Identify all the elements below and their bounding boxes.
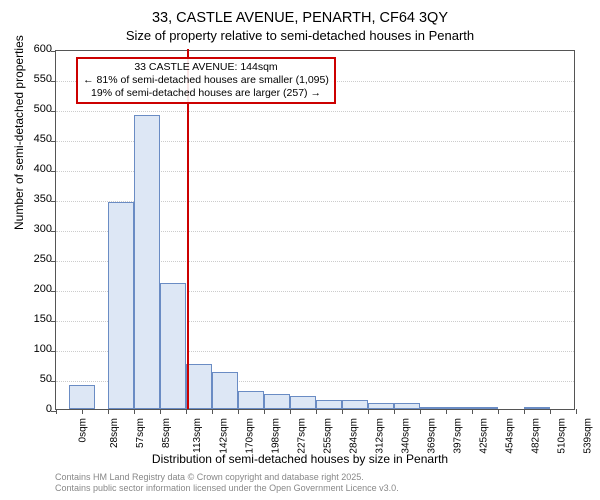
x-tick-mark [576,409,577,414]
histogram-bar [212,372,238,409]
footer-credits: Contains HM Land Registry data © Crown c… [55,472,399,494]
annotation-line3: 19% of semi-detached houses are larger (… [82,87,330,100]
histogram-bar [420,407,446,409]
plot-area: 33 CASTLE AVENUE: 144sqm← 81% of semi-de… [55,50,575,410]
x-tick-mark [238,409,239,414]
x-tick-label: 28sqm [109,418,120,448]
histogram-bar [290,396,317,409]
annotation-line2: ← 81% of semi-detached houses are smalle… [82,74,330,87]
x-tick-mark [82,409,83,414]
y-tick-label: 400 [34,163,52,175]
histogram-bar [160,283,187,409]
y-axis-label: Number of semi-detached properties [12,35,26,230]
x-tick-label: 255sqm [323,418,334,454]
histogram-bar [238,391,265,409]
x-tick-mark [290,409,291,414]
x-tick-mark [186,409,187,414]
x-tick-label: 369sqm [427,418,438,454]
chart-subtitle: Size of property relative to semi-detach… [0,28,600,43]
histogram-bar [524,407,551,409]
histogram-bar [264,394,290,409]
x-tick-mark [212,409,213,414]
x-tick-mark [524,409,525,414]
x-tick-mark [56,409,57,414]
x-tick-label: 85sqm [161,418,172,448]
x-tick-label: 539sqm [583,418,594,454]
grid-line [56,111,574,112]
x-tick-label: 312sqm [375,418,386,454]
x-tick-label: 57sqm [135,418,146,448]
x-tick-label: 142sqm [219,418,230,454]
x-tick-label: 113sqm [192,418,203,453]
x-tick-label: 170sqm [245,418,256,454]
x-tick-mark [368,409,369,414]
chart-title: 33, CASTLE AVENUE, PENARTH, CF64 3QY [0,10,600,26]
x-tick-label: 482sqm [531,418,542,454]
footer-line2: Contains public sector information licen… [55,483,399,494]
histogram-bar [446,407,473,409]
histogram-bar [316,400,342,409]
y-tick-label: 250 [34,253,52,265]
y-tick-label: 100 [34,343,52,355]
y-tick-label: 550 [34,73,52,85]
y-tick-label: 300 [34,223,52,235]
x-tick-label: 397sqm [453,418,464,454]
y-tick-label: 500 [34,103,52,115]
x-tick-label: 510sqm [557,418,568,454]
y-tick-label: 50 [40,373,52,385]
histogram-bar [342,400,368,409]
histogram-bar [368,403,395,409]
y-tick-label: 150 [34,313,52,325]
histogram-bar [394,403,420,409]
histogram-bar [69,385,95,409]
x-tick-mark [160,409,161,414]
histogram-bar [108,202,134,409]
x-tick-mark [342,409,343,414]
x-tick-mark [446,409,447,414]
x-tick-label: 425sqm [479,418,490,454]
x-tick-label: 0sqm [77,418,88,442]
y-tick-label: 350 [34,193,52,205]
x-tick-mark [550,409,551,414]
annotation-line1: 33 CASTLE AVENUE: 144sqm [82,61,330,74]
x-axis-label: Distribution of semi-detached houses by … [0,452,600,466]
footer-line1: Contains HM Land Registry data © Crown c… [55,472,399,483]
histogram-bar [472,407,498,409]
x-tick-label: 454sqm [505,418,516,454]
x-tick-mark [472,409,473,414]
annotation-box: 33 CASTLE AVENUE: 144sqm← 81% of semi-de… [76,57,336,104]
x-tick-mark [394,409,395,414]
y-tick-label: 200 [34,283,52,295]
y-tick-label: 450 [34,133,52,145]
x-tick-label: 198sqm [271,418,282,454]
x-tick-mark [134,409,135,414]
x-tick-mark [316,409,317,414]
x-tick-mark [264,409,265,414]
histogram-bar [134,115,160,409]
x-tick-label: 227sqm [297,418,308,454]
y-tick-label: 600 [34,43,52,55]
x-tick-label: 284sqm [349,418,360,454]
x-tick-mark [108,409,109,414]
x-tick-label: 340sqm [401,418,412,454]
histogram-bar [186,364,212,409]
y-tick-label: 0 [46,403,52,415]
x-tick-mark [420,409,421,414]
x-tick-mark [498,409,499,414]
